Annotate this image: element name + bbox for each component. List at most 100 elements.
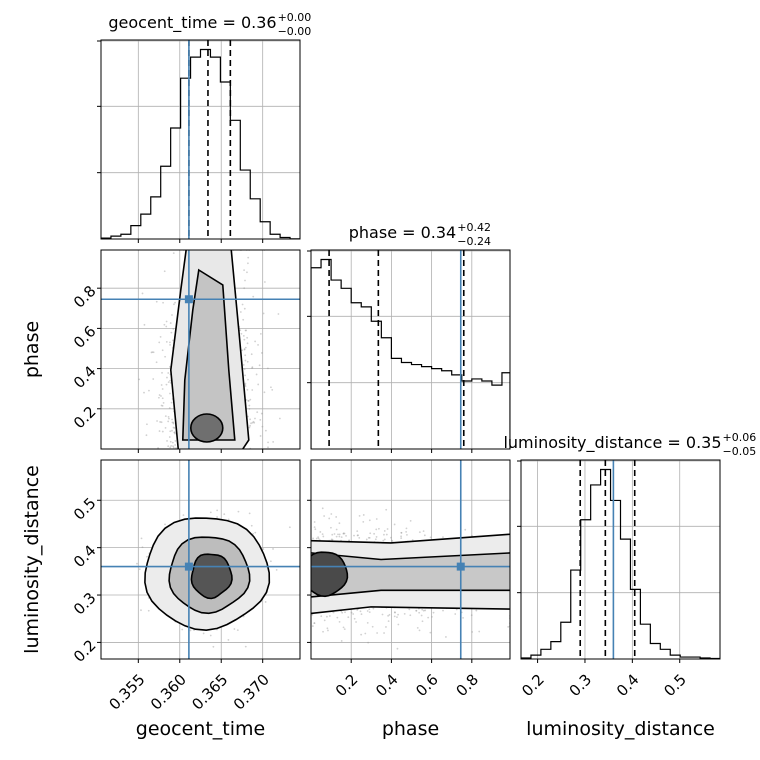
sample-point: [340, 536, 343, 538]
sample-point: [256, 411, 259, 414]
title-upper-error: +0.06: [723, 431, 757, 444]
sample-point: [326, 615, 328, 618]
sample-point: [171, 418, 173, 421]
sample-point: [138, 378, 141, 381]
sample-point: [353, 534, 355, 537]
panel-frame: [100, 249, 301, 450]
sample-point: [397, 613, 399, 616]
sample-point: [152, 378, 155, 380]
sample-point: [258, 364, 261, 367]
x-tick-label: 0.365: [188, 671, 231, 714]
sample-point: [165, 320, 168, 323]
sample-point: [251, 421, 254, 424]
sample-point: [236, 629, 239, 632]
x-axis-label-phase: phase: [382, 718, 439, 740]
sample-point: [169, 446, 172, 449]
sample-point: [174, 440, 177, 442]
sample-point: [138, 568, 141, 571]
sample-point: [415, 609, 418, 612]
sample-point: [375, 536, 378, 538]
sample-point: [146, 555, 148, 558]
sample-point: [387, 620, 390, 623]
sample-point: [248, 426, 251, 429]
sample-point: [319, 531, 322, 533]
sample-point: [244, 385, 247, 388]
title-lower-error: −0.05: [723, 445, 757, 458]
sample-point: [243, 348, 246, 350]
sample-point: [212, 645, 215, 648]
sample-point: [248, 408, 251, 410]
sample-point: [375, 518, 378, 520]
sample-point: [272, 548, 274, 550]
sample-point: [381, 613, 384, 616]
sample-point: [418, 531, 421, 534]
histogram-luminosity_distance: [521, 468, 720, 659]
x-axis-label-geocent_time: geocent_time: [136, 718, 265, 740]
sample-point: [455, 608, 458, 611]
sample-point: [415, 609, 418, 612]
sample-point: [400, 537, 403, 539]
sample-point: [396, 647, 399, 650]
histogram-geocent_time: [101, 48, 300, 239]
sample-point: [331, 538, 334, 541]
sample-point: [288, 526, 291, 529]
sample-point: [416, 626, 419, 629]
sample-point: [165, 340, 168, 343]
sample-point: [383, 533, 385, 536]
sample-point: [161, 397, 164, 400]
sample-point: [172, 339, 174, 342]
sample-point: [385, 508, 388, 511]
sample-point: [136, 562, 138, 565]
sample-point: [387, 614, 390, 617]
sample-point: [323, 619, 326, 622]
sample-point: [168, 407, 171, 409]
y-tick-label: 0.8: [70, 282, 100, 312]
sample-point: [169, 379, 172, 382]
sample-point: [160, 384, 163, 386]
sample-point: [223, 513, 226, 516]
sample-point: [397, 623, 400, 626]
sample-point: [313, 526, 316, 528]
sample-point: [148, 389, 150, 392]
sample-point: [182, 514, 185, 517]
sample-point: [252, 420, 255, 423]
sample-point: [260, 352, 263, 354]
sample-point: [169, 343, 171, 346]
sample-point: [172, 252, 175, 255]
title-lower-error: −0.00: [278, 25, 312, 38]
sample-point: [322, 535, 325, 538]
sample-point: [171, 314, 173, 316]
sample-point: [311, 613, 314, 616]
sample-point: [385, 533, 388, 536]
sample-point: [165, 325, 168, 328]
sample-point: [172, 426, 175, 429]
sample-point: [227, 518, 230, 521]
sample-point: [405, 527, 408, 530]
sample-point: [244, 354, 247, 357]
sample-point: [344, 611, 346, 614]
sample-point: [243, 287, 246, 290]
y-tick-label: 0.6: [70, 322, 100, 352]
sample-point: [378, 527, 380, 530]
sample-point: [233, 628, 236, 630]
sample-point: [202, 632, 205, 635]
sample-point: [464, 528, 467, 531]
sample-point: [161, 388, 164, 390]
sample-point: [338, 535, 341, 538]
sample-point: [356, 609, 359, 611]
sample-point: [327, 629, 329, 632]
sample-point: [209, 634, 212, 637]
sample-point: [262, 312, 265, 315]
sample-point: [359, 610, 362, 613]
sample-point: [250, 353, 253, 356]
contour-level-1: [311, 551, 349, 598]
sample-point: [313, 622, 316, 625]
sample-point: [278, 417, 281, 420]
x-tick-label: 0.3: [566, 671, 596, 701]
sample-point: [141, 292, 144, 295]
sample-point: [393, 615, 396, 618]
sample-point: [163, 323, 166, 326]
sample-point: [328, 615, 331, 617]
sample-point: [427, 616, 430, 619]
sample-point: [251, 366, 254, 369]
